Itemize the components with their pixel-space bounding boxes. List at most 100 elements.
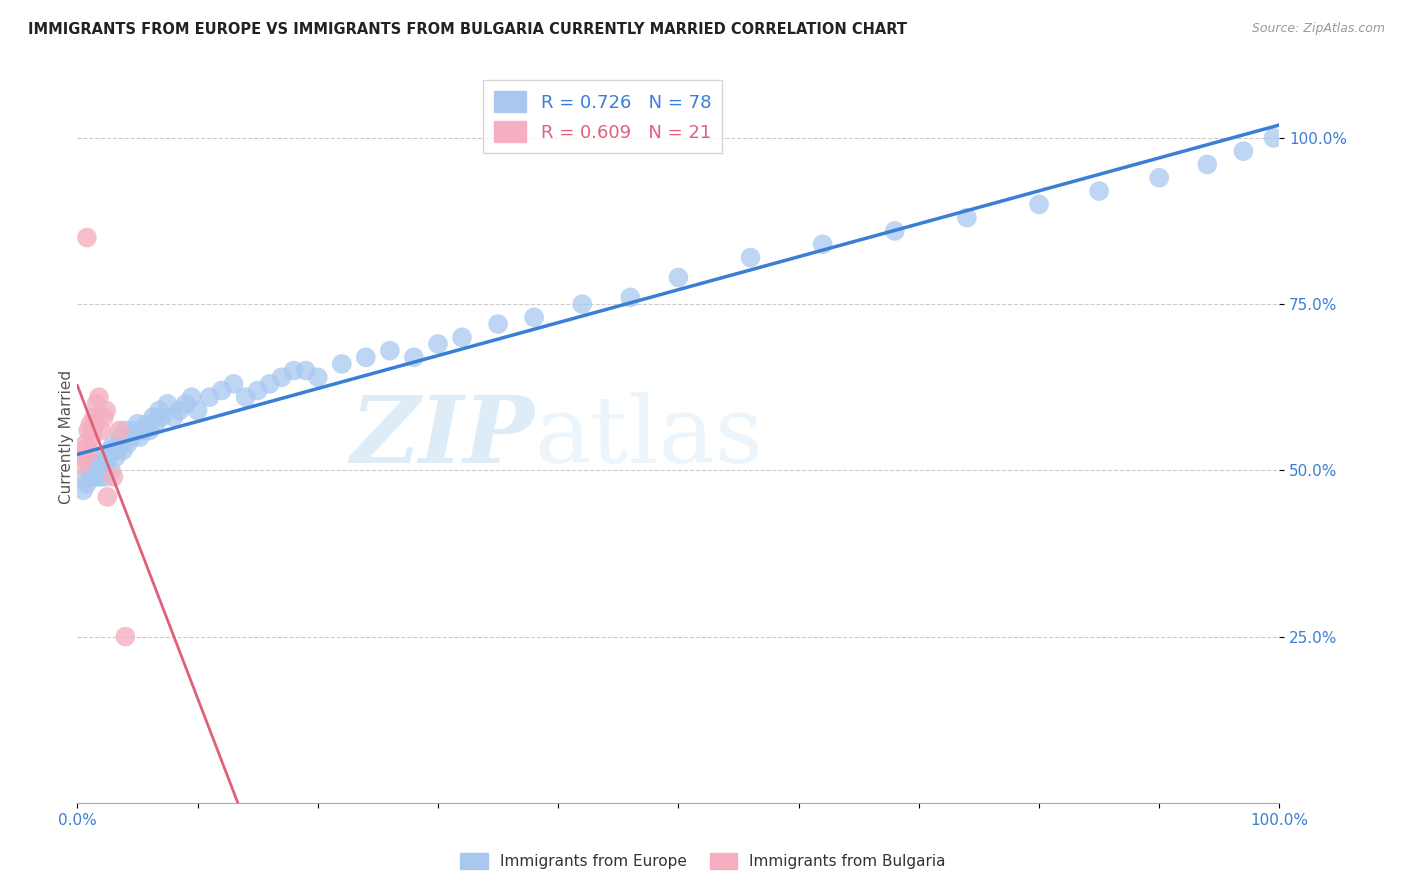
Point [114,424,136,438]
Point [668,270,690,285]
Point [103,436,125,450]
Point [283,363,305,377]
Point [87,470,110,484]
Point [94,470,117,484]
Point [79,457,101,471]
Point [294,363,316,377]
Point [98,443,121,458]
Point [82,424,104,438]
Point [75,470,97,484]
Point [80,463,103,477]
Point [1197,157,1219,171]
Point [402,351,425,365]
Point [76,476,98,491]
Text: Source: ZipAtlas.com: Source: ZipAtlas.com [1251,22,1385,36]
Point [1028,197,1050,211]
Point [619,290,641,304]
Y-axis label: Currently Married: Currently Married [59,370,73,504]
Point [83,470,105,484]
Point [132,424,155,438]
Point [87,463,110,477]
Point [79,417,101,431]
Point [84,417,107,431]
Point [90,424,112,438]
Point [198,390,221,404]
Text: ZIP: ZIP [350,392,534,482]
Point [79,470,101,484]
Point [811,237,834,252]
Point [72,483,94,498]
Point [114,630,136,644]
Point [128,430,150,444]
Point [124,424,146,438]
Point [77,424,100,438]
Point [83,410,105,425]
Point [145,417,167,431]
Point [222,376,245,391]
Point [378,343,401,358]
Point [103,470,125,484]
Point [73,450,96,464]
Point [162,410,184,425]
Point [307,370,329,384]
Point [70,457,93,471]
Point [93,450,115,464]
Point [486,317,509,331]
Point [105,443,128,458]
Point [104,450,127,464]
Point [186,403,209,417]
Point [740,251,762,265]
Point [956,211,979,225]
Point [883,224,905,238]
Point [72,443,94,458]
Point [169,403,191,417]
Point [156,397,179,411]
Point [1149,170,1171,185]
Point [90,457,112,471]
Point [96,403,118,417]
Point [80,430,103,444]
Text: atlas: atlas [534,392,763,482]
Point [136,417,159,431]
Text: IMMIGRANTS FROM EUROPE VS IMMIGRANTS FROM BULGARIA CURRENTLY MARRIED CORRELATION: IMMIGRANTS FROM EUROPE VS IMMIGRANTS FRO… [28,22,907,37]
Point [110,430,132,444]
Point [111,443,134,458]
Point [76,230,98,244]
Point [1232,144,1254,158]
Point [246,384,269,398]
Point [142,410,165,425]
Point [96,457,118,471]
Point [1263,131,1285,145]
Point [93,410,115,425]
Point [96,450,118,464]
Point [79,463,101,477]
Point [330,357,353,371]
Point [571,297,593,311]
Point [270,370,292,384]
Point [87,390,110,404]
Point [91,463,114,477]
Point [523,310,546,325]
Point [235,390,257,404]
Point [117,436,139,450]
Point [86,397,108,411]
Point [148,403,170,417]
Point [84,463,107,477]
Point [108,424,131,438]
Point [82,457,104,471]
Point [174,397,197,411]
Point [150,410,173,425]
Point [427,337,450,351]
Point [354,351,377,365]
Point [259,376,281,391]
Point [108,436,131,450]
Point [100,463,122,477]
Point [96,490,118,504]
Point [211,384,233,398]
Point [127,417,149,431]
Point [138,424,160,438]
Point [86,457,108,471]
Point [180,390,202,404]
Point [451,330,474,344]
Legend: R = 0.726   N = 78, R = 0.609   N = 21: R = 0.726 N = 78, R = 0.609 N = 21 [484,80,723,153]
